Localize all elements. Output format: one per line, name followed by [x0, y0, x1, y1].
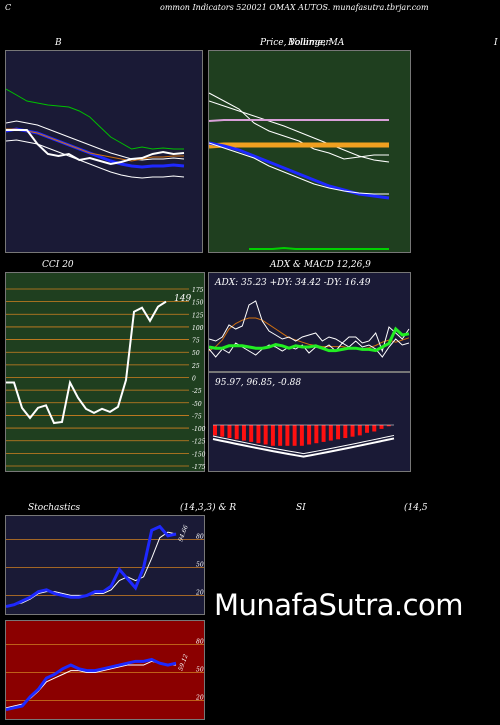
dmi-plus-line — [209, 300, 410, 353]
macd-histogram-bar — [270, 425, 275, 446]
bb-mid-lower-line — [6, 139, 185, 179]
macd-histogram-bar — [278, 425, 283, 446]
macd-histogram-bar — [379, 425, 384, 429]
cci-tick-label: 0 — [192, 376, 196, 383]
osc-tick-label: 50 — [196, 667, 204, 674]
adx-values: ADX: 35.23 +DY: 34.42 -DY: 16.49 — [214, 278, 371, 288]
adx-macd-title: ADX & MACD 12,26,9 — [270, 260, 371, 270]
volume-line — [249, 246, 389, 250]
bollinger-chart — [5, 50, 203, 253]
price-line-2 — [209, 142, 389, 195]
rsi-signal-line — [6, 660, 176, 709]
macd-histogram-bar — [343, 425, 348, 438]
macd-histogram-bar — [328, 425, 333, 441]
brand-watermark: MunafaSutra.com — [214, 588, 464, 622]
cci-tick-label: -100 — [192, 426, 206, 433]
osc-tick-label: 80 — [196, 639, 204, 646]
macd-histogram-bar — [263, 425, 268, 445]
cci-tick-label: 75 — [192, 338, 200, 345]
rsi-line — [6, 657, 177, 712]
adx-green-line — [209, 326, 410, 353]
cci-line — [6, 300, 167, 425]
ma-white-line-2 — [209, 100, 390, 163]
price-ma-chart — [208, 50, 411, 253]
macd-histogram-bar — [321, 425, 326, 442]
macd-line — [212, 437, 395, 458]
cci-tick-label: 150 — [192, 300, 204, 307]
macd-histogram-bar — [256, 425, 261, 444]
cci-tick-label: -150 — [192, 451, 206, 458]
ma-blue-line — [209, 141, 390, 200]
macd-values: 95.97, 96.85, -0.88 — [215, 378, 301, 388]
osc-tick-label: 50 — [196, 562, 204, 569]
cci-tick-label: -175 — [192, 464, 206, 471]
bb-upper-line — [6, 88, 184, 150]
cci-tick-label: 100 — [192, 325, 204, 332]
cci-tick-label: 25 — [191, 363, 200, 370]
rsi-value-label: 59.12 — [177, 653, 190, 672]
macd-histogram-bar — [220, 425, 225, 437]
ma-white-line-1 — [209, 92, 389, 160]
cci-last-value: 149 — [174, 294, 191, 304]
osc-tick-label: 20 — [195, 694, 204, 701]
cci-title: CCI 20 — [42, 260, 74, 270]
macd-histogram-bar — [227, 425, 232, 438]
stochastics-params: (14,3,3) & R — [180, 503, 237, 513]
cci-tick-label: -25 — [192, 388, 202, 395]
cci-tick-label: 125 — [192, 312, 204, 319]
macd-signal-line — [212, 434, 395, 455]
macd-histogram-bar — [285, 425, 290, 446]
macd-histogram-bar — [365, 425, 370, 433]
macd-histogram-bar — [249, 425, 254, 442]
bb-mid-upper-line — [6, 120, 185, 161]
cci-tick-label: 50 — [192, 350, 200, 357]
macd-histogram-bar — [336, 425, 341, 440]
page-header: C ommon Indicators 520021 OMAX AUTOS. mu… — [0, 0, 500, 14]
bb-lower-line — [6, 128, 184, 162]
ma-orange-band — [209, 142, 389, 149]
stochastics-title: Stochastics — [28, 503, 81, 513]
macd-histogram-bar — [350, 425, 355, 437]
osc-tick-label: 80 — [196, 534, 204, 541]
price-line — [6, 129, 185, 166]
cci-tick-label: -50 — [192, 401, 202, 408]
stoch-k-line — [6, 524, 177, 609]
cci-tick-label: 175 — [192, 287, 204, 294]
macd-histogram-bar — [299, 425, 304, 446]
macd-histogram-bar — [372, 425, 377, 432]
macd-histogram-bar — [234, 425, 239, 440]
macd-chart: 95.97, 96.85, -0.88 — [208, 372, 411, 472]
bb-mid-line — [6, 127, 185, 169]
header-title: ommon Indicators 520021 OMAX AUTOS. muna… — [160, 3, 429, 12]
adx-chart: ADX: 35.23 +DY: 34.42 -DY: 16.49 — [208, 272, 411, 372]
edge-letter: I — [494, 38, 498, 48]
macd-histogram-bar — [314, 425, 319, 444]
price-ma-overlay-title: Bollinger — [288, 38, 330, 48]
osc-tick-label: 20 — [195, 589, 204, 596]
macd-histogram-bar — [292, 425, 297, 446]
rsi-params: (14,5 — [404, 503, 428, 513]
macd-histogram-bar — [386, 425, 391, 427]
bollinger-title: B — [55, 38, 62, 48]
macd-histogram-bar — [357, 425, 362, 436]
cci-chart: 175 150 125 100 75 50 25 0 -25 -50 -75 -100 -125 -150… — [5, 272, 206, 472]
rsi-chart: 80 50 20 59.12 — [5, 620, 205, 720]
header-left-letter: C — [5, 3, 12, 12]
cci-tick-label: -75 — [192, 413, 202, 420]
ma-pink-line — [209, 119, 389, 122]
cci-tick-label: -125 — [192, 439, 206, 446]
macd-histogram-bar — [213, 425, 217, 436]
rsi-title: SI — [296, 503, 306, 513]
macd-histogram-bar — [241, 425, 246, 441]
adx-orange-line — [209, 317, 410, 352]
macd-histogram-bar — [307, 425, 312, 445]
price-ma-title: Price, Volume, MA — [260, 38, 345, 48]
